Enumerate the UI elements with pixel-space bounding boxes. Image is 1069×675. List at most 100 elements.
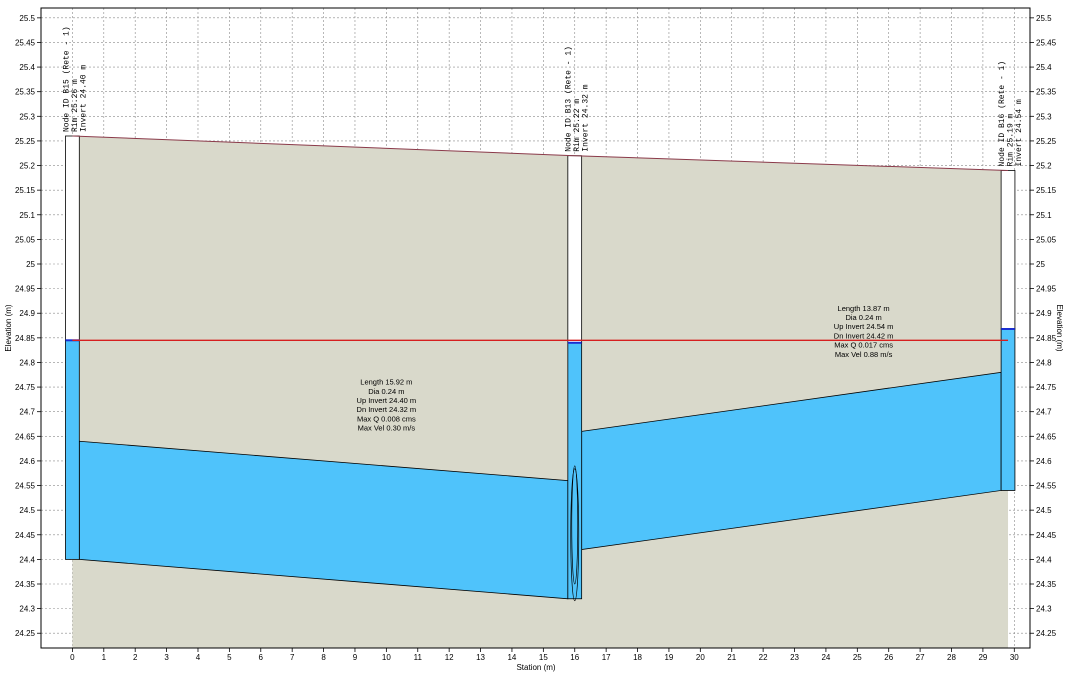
- manhole-dry: [65, 135, 80, 341]
- x-tick-label: 11: [414, 653, 423, 662]
- x-tick-label: 23: [790, 653, 799, 662]
- link-annotation-line: Length 13.87 m: [838, 304, 890, 313]
- manhole-wet: [65, 339, 80, 560]
- y-tick-label-left: 25.15: [15, 186, 36, 195]
- x-tick-label: 1: [102, 653, 107, 662]
- y-tick-label-left: 25.2: [19, 162, 35, 171]
- link-annotation-line: Max Vel 0.88 m/s: [835, 350, 893, 359]
- x-tick-label: 10: [382, 653, 391, 662]
- node-label-line: Node ID B13 (Rete - 1): [565, 46, 574, 152]
- y-tick-label-left: 24.4: [19, 555, 35, 564]
- y-tick-label-left: 24.3: [19, 605, 35, 614]
- y-tick-label-right: 25.3: [1036, 112, 1052, 121]
- y-tick-label-left: 24.55: [15, 482, 36, 491]
- x-tick-label: 21: [727, 653, 736, 662]
- node-label-line: Invert 24.40 m: [79, 65, 88, 132]
- y-tick-label-left: 25.3: [19, 112, 35, 121]
- y-tick-label-left: 25.35: [15, 88, 36, 97]
- y-tick-label-left: 24.65: [15, 432, 36, 441]
- y-tick-label-right: 25.05: [1036, 235, 1057, 244]
- y-tick-label-left: 24.5: [19, 506, 35, 515]
- y-tick-label-right: 24.9: [1036, 309, 1052, 318]
- x-tick-label: 28: [947, 653, 956, 662]
- manhole-dry: [567, 155, 583, 344]
- node-label-line: Rim 25.19 m: [1007, 113, 1016, 166]
- y-tick-label-right: 24.55: [1036, 482, 1057, 491]
- y-tick-label-left: 25.05: [15, 235, 36, 244]
- x-tick-label: 30: [1010, 653, 1019, 662]
- node-label-line: Rim 25.22 m: [573, 99, 582, 152]
- node-label: Node ID B16 (Rete - 1) Rim 25.19 m Invert …: [998, 61, 1024, 167]
- manhole-wet: [567, 342, 583, 600]
- y-tick-label-right: 24.6: [1036, 457, 1052, 466]
- x-tick-label: 6: [259, 653, 264, 662]
- x-tick-label: 27: [916, 653, 925, 662]
- y-tick-label-right: 25.35: [1036, 88, 1057, 97]
- manhole-wet: [1000, 328, 1016, 491]
- y-tick-label-right: 24.65: [1036, 432, 1057, 441]
- y-tick-label-right: 25.4: [1036, 63, 1052, 72]
- y-tick-label-right: 25.5: [1036, 14, 1052, 23]
- y-axis-title-right: Elevation (m): [1055, 304, 1064, 351]
- y-tick-label-right: 24.85: [1036, 334, 1057, 343]
- x-tick-label: 29: [978, 653, 987, 662]
- node-label-layer: Node ID B15 (Rete - 1) Rim 25.26 m Invert …: [62, 26, 1024, 166]
- y-tick-label-left: 25.45: [15, 38, 36, 47]
- y-tick-label-left: 25.5: [19, 14, 35, 23]
- x-axis-title: Station (m): [516, 663, 555, 672]
- y-tick-label-left: 24.6: [19, 457, 35, 466]
- y-tick-label-left: 25.25: [15, 137, 36, 146]
- drop-pipe-inner: [571, 465, 579, 585]
- x-tick-label: 22: [759, 653, 768, 662]
- tick-layer: 0 1 2 3 4 5 6 7 8 9 10 11 12 13 14 15 16 17 18 19 20 21 22 23 24…: [15, 14, 1057, 662]
- node-label: Node ID B15 (Rete - 1) Rim 25.26 m Invert …: [62, 26, 88, 132]
- y-tick-label-right: 25: [1036, 260, 1045, 269]
- y-tick-label-left: 24.45: [15, 531, 36, 540]
- ground-surface-line: [72, 135, 1009, 171]
- y-tick-label-right: 24.3: [1036, 605, 1052, 614]
- link-annotation-line: Length 15.92 m: [360, 378, 412, 387]
- y-tick-label-left: 24.85: [15, 334, 36, 343]
- y-tick-label-left: 24.8: [19, 358, 35, 367]
- x-tick-label: 0: [70, 653, 75, 662]
- x-tick-label: 15: [539, 653, 548, 662]
- y-tick-label-right: 24.95: [1036, 285, 1057, 294]
- x-tick-label: 2: [133, 653, 138, 662]
- y-tick-label-right: 24.75: [1036, 383, 1057, 392]
- node-label-line: Node ID B16 (Rete - 1): [998, 61, 1007, 167]
- x-tick-label: 12: [445, 653, 454, 662]
- node-label-line: Invert 24.32 m: [582, 84, 591, 151]
- y-tick-label-right: 24.4: [1036, 555, 1052, 564]
- node-label-line: Invert 24.54 m: [1015, 99, 1024, 166]
- x-tick-label: 19: [664, 653, 673, 662]
- x-tick-label: 4: [196, 653, 201, 662]
- x-tick-label: 26: [884, 653, 893, 662]
- y-tick-label-right: 25.2: [1036, 162, 1052, 171]
- link-annotation-line: Up Invert 24.54 m: [834, 322, 894, 331]
- link-annotation-line: Max Q 0.017 cms: [834, 341, 893, 350]
- x-tick-label: 20: [696, 653, 705, 662]
- y-axis-title-left: Elevation (m): [4, 304, 13, 351]
- y-tick-label-right: 24.25: [1036, 629, 1057, 638]
- y-tick-label-right: 24.5: [1036, 506, 1052, 515]
- y-tick-label-left: 25.1: [19, 211, 35, 220]
- y-tick-label-right: 25.1: [1036, 211, 1052, 220]
- y-tick-label-right: 24.35: [1036, 580, 1057, 589]
- y-tick-label-left: 24.9: [19, 309, 35, 318]
- x-tick-label: 16: [570, 653, 579, 662]
- x-tick-label: 13: [476, 653, 485, 662]
- plot-frame: [40, 7, 1031, 649]
- water-layer: [78, 371, 1002, 600]
- link-annotation-line: Dia 0.24 m: [368, 387, 404, 396]
- manhole-dry: [1000, 170, 1016, 330]
- y-tick-label-right: 25.15: [1036, 186, 1057, 195]
- y-tick-label-left: 24.35: [15, 580, 36, 589]
- y-tick-label-right: 24.45: [1036, 531, 1057, 540]
- link-annotation-line: Dia 0.24 m: [845, 313, 881, 322]
- link-annotation-line: Max Q 0.008 cms: [357, 414, 416, 423]
- link-annotation-line: Up Invert 24.40 m: [357, 396, 417, 405]
- x-tick-label: 3: [164, 653, 169, 662]
